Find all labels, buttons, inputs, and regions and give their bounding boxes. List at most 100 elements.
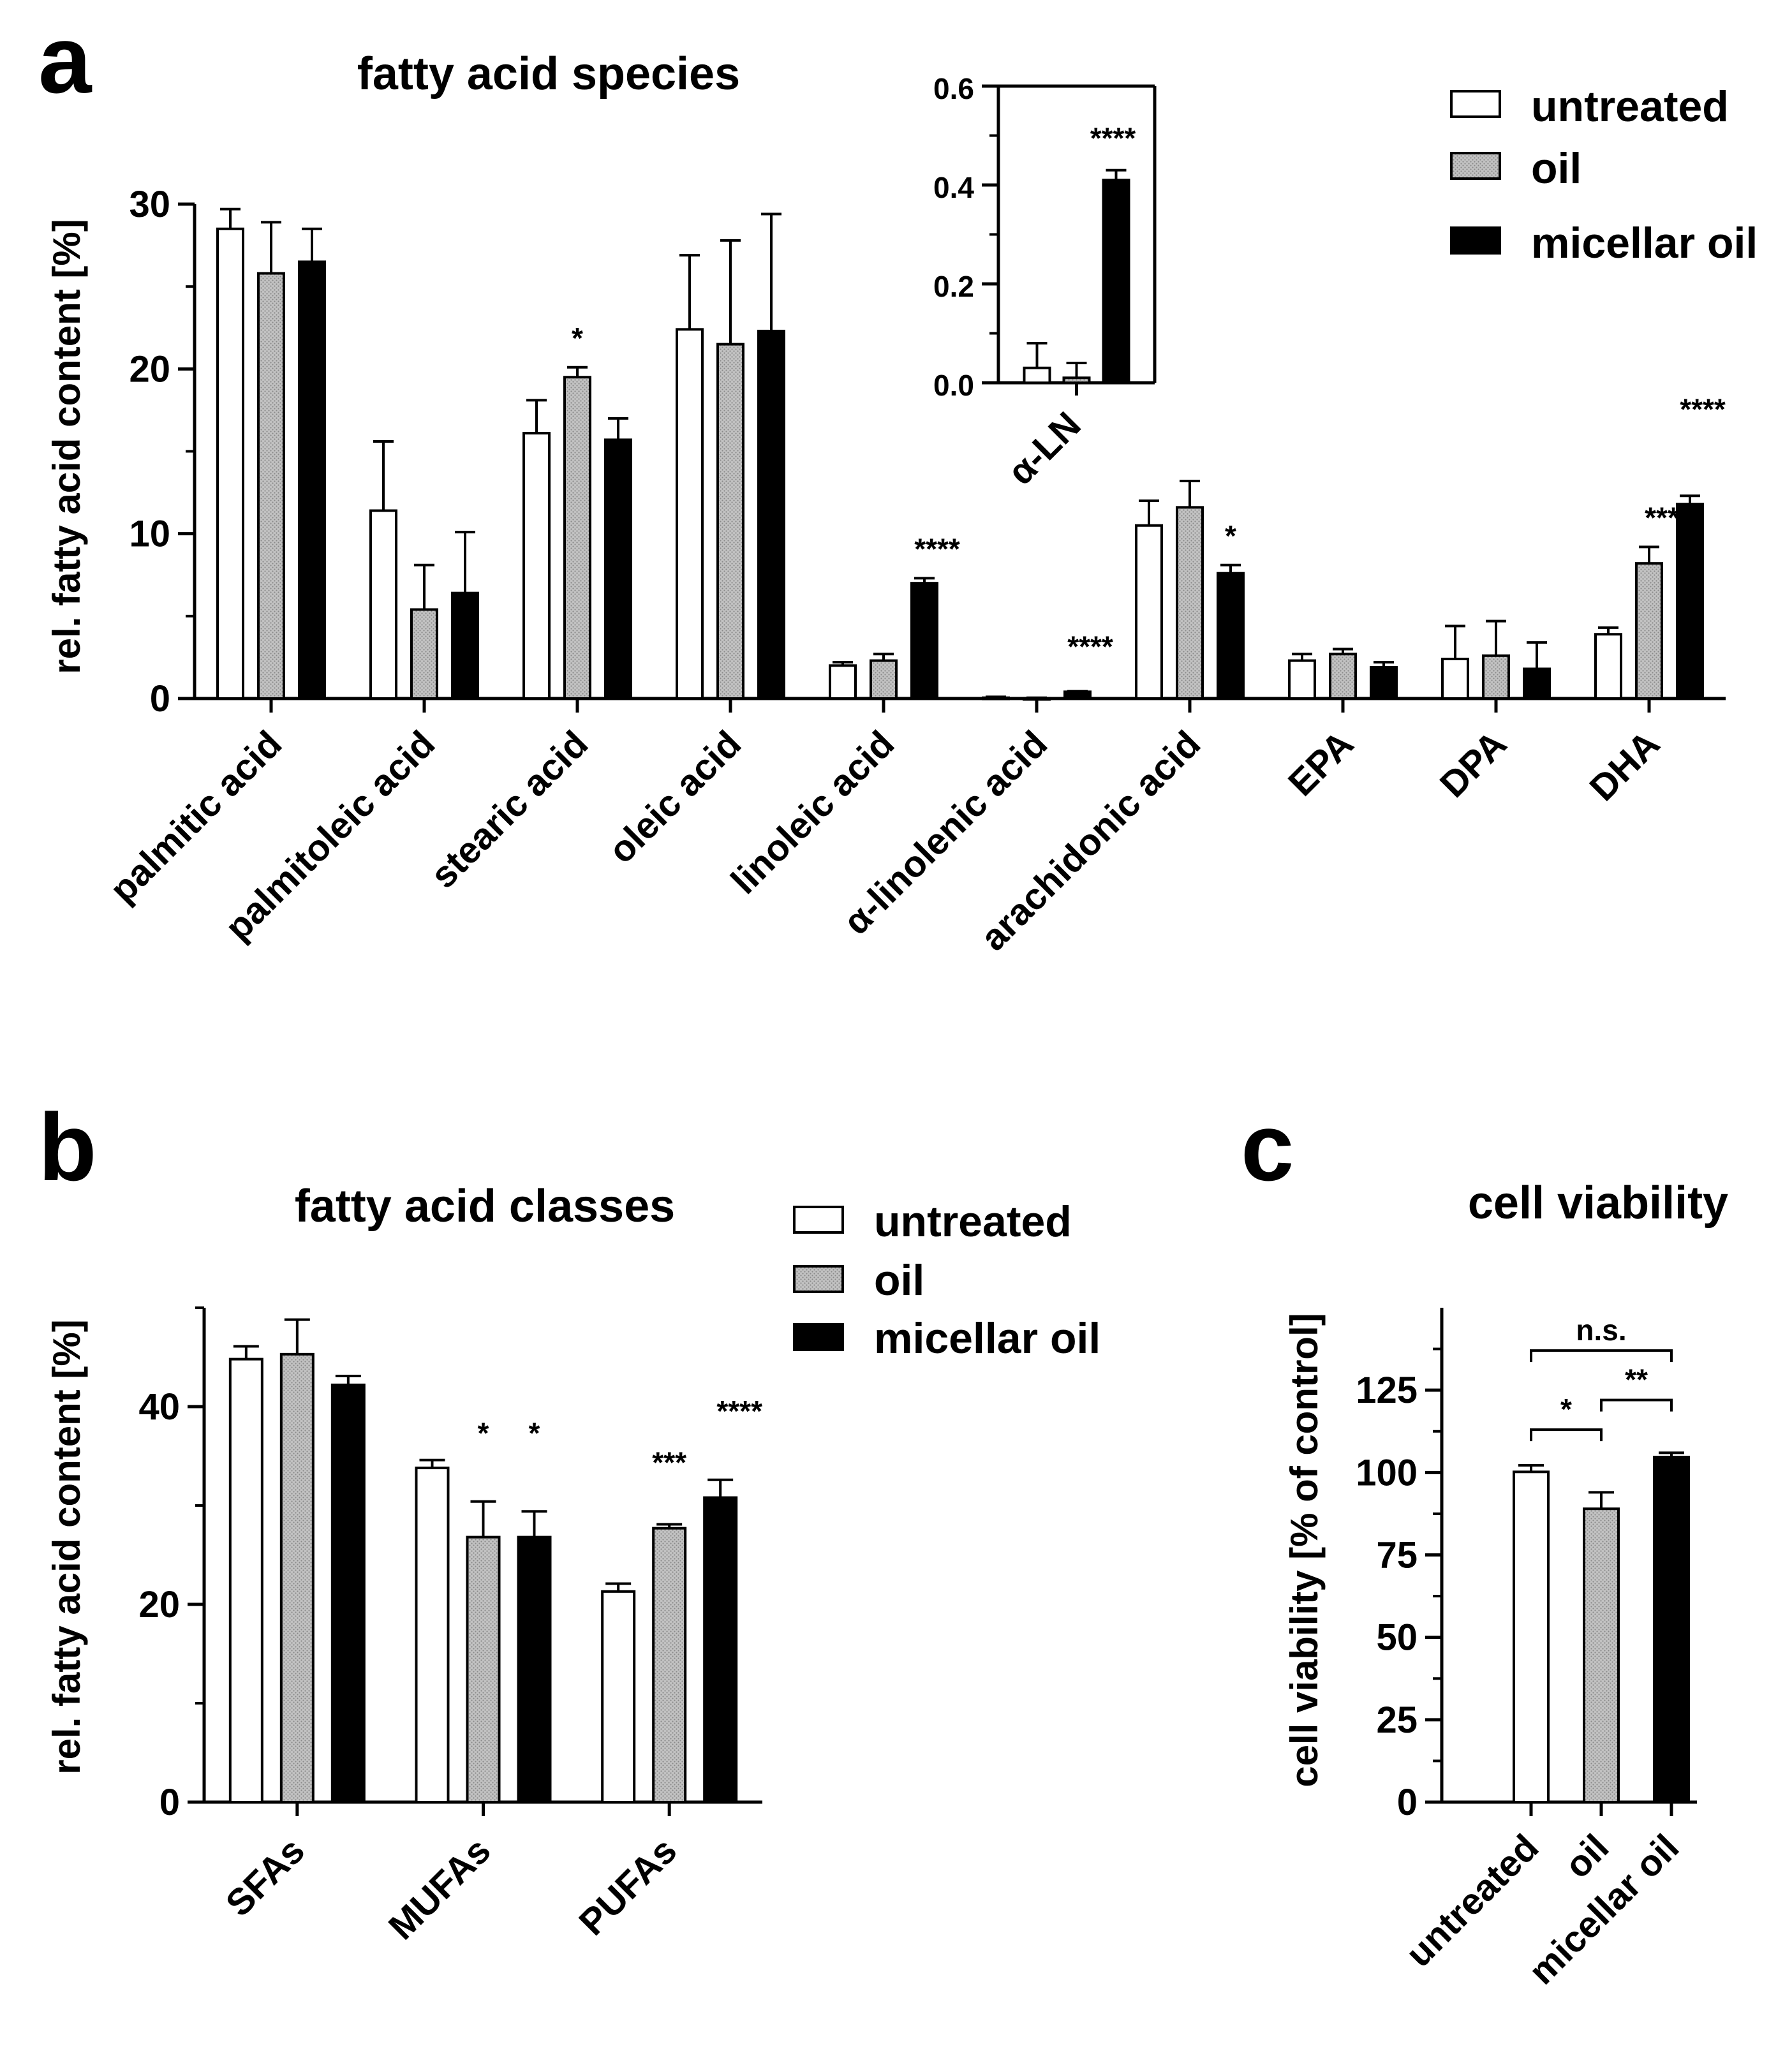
b-bar-untreated (601, 1590, 636, 1804)
a-bar-oil (563, 376, 591, 700)
inset-plot: 0.0 0.2 0.4 0.6 α-LN **** (933, 72, 1157, 493)
inset-y-tick-label: 0.4 (933, 171, 974, 204)
a-bar-oil (1482, 654, 1510, 700)
legend-b-swatch-micellar-oil (793, 1323, 844, 1351)
a-bar-micellar-oil (1217, 572, 1245, 700)
panel-b-title: fatty acid classes (295, 1181, 675, 1232)
a-bar-oil (1329, 653, 1357, 700)
a-bar-untreated (1288, 659, 1316, 700)
a-bar-micellar-oil (451, 591, 479, 700)
c-comparison-bracket (1600, 1398, 1673, 1412)
a-y-tick-label: 30 (129, 184, 170, 225)
legend-a-swatch-micellar-oil (1450, 226, 1501, 255)
b-bar-untreated (228, 1357, 263, 1804)
panel-c-y-axis-label: cell viability [% of control] (1283, 1313, 1326, 1787)
c-y-tick-label: 100 (1356, 1452, 1418, 1493)
c-y-tick-label: 75 (1376, 1535, 1418, 1576)
a-category-label-oleic-acid: oleic acid (600, 723, 749, 871)
panel-c: c cell viability cell viability [% of co… (1241, 1093, 1728, 1992)
panel-letter-a: a (38, 6, 93, 113)
panel-a: a fatty acid species rel. fatty acid con… (38, 6, 1726, 959)
panel-c-title: cell viability (1468, 1178, 1728, 1229)
legend-a-label-untreated: untreated (1531, 82, 1729, 131)
a-bar-oil (870, 659, 898, 700)
panel-b: b fatty acid classes rel. fatty acid con… (38, 1093, 762, 1948)
c-y-tick-label: 25 (1376, 1699, 1418, 1741)
a-bar-micellar-oil (604, 438, 632, 700)
c-comparison-bracket (1530, 1349, 1673, 1363)
a-y-tick-label: 20 (129, 348, 170, 390)
inset-significance-label: **** (1090, 122, 1136, 155)
b-bar-micellar-oil (517, 1535, 552, 1804)
c-bar-oil (1583, 1507, 1620, 1804)
a-bar-micellar-oil (1523, 667, 1551, 700)
b-y-tick-label: 40 (138, 1386, 180, 1428)
legend-b-swatch-untreated (793, 1206, 844, 1234)
legend-b: untreated oil micellar oil (793, 1197, 1100, 1363)
c-bracket-label: n.s. (1576, 1313, 1626, 1347)
legend-b-swatch-oil (793, 1265, 844, 1293)
a-bar-untreated (216, 227, 244, 700)
b-significance-label: * (529, 1416, 540, 1449)
c-bar-untreated (1513, 1470, 1550, 1804)
c-bar-micellar-oil (1653, 1456, 1690, 1804)
inset-y-tick-label: 0.2 (933, 270, 974, 303)
legend-a-swatch-oil (1450, 152, 1501, 180)
a-y-tick-label: 0 (150, 678, 170, 720)
a-bar-micellar-oil (298, 260, 326, 700)
a-bar-untreated (829, 664, 857, 700)
legend-a-label-micellar-oil: micellar oil (1531, 219, 1758, 267)
a-category-label-epa: EPA (1280, 723, 1361, 804)
a-significance-label: * (1225, 519, 1236, 552)
b-bar-untreated (415, 1467, 450, 1804)
b-significance-label: *** (652, 1446, 686, 1479)
panel-b-y-axis-label: rel. fatty acid content [%] (45, 1319, 88, 1774)
a-bar-oil (257, 272, 285, 700)
a-bar-micellar-oil (1063, 690, 1092, 700)
a-bar-oil (1176, 506, 1204, 700)
a-bar-oil (1023, 697, 1051, 701)
a-bar-untreated (1594, 633, 1622, 700)
c-y-tick-label: 50 (1376, 1617, 1418, 1659)
a-bar-untreated (676, 328, 704, 700)
a-bar-micellar-oil (1676, 503, 1704, 700)
a-significance-label: **** (1680, 392, 1726, 425)
a-bar-untreated (369, 509, 397, 700)
a-significance-label: **** (1067, 630, 1113, 663)
panel-a-title: fatty acid species (357, 48, 740, 100)
c-comparison-bracket (1530, 1428, 1603, 1442)
b-significance-label: **** (716, 1394, 762, 1428)
b-significance-label: * (478, 1416, 489, 1449)
inset-y-tick-label: 0.6 (933, 72, 974, 105)
legend-b-label-micellar-oil: micellar oil (874, 1314, 1100, 1363)
b-y-tick-label: 20 (138, 1584, 180, 1625)
a-bar-micellar-oil (757, 329, 785, 700)
a-significance-label: * (572, 322, 583, 355)
a-bar-micellar-oil (1370, 665, 1398, 700)
b-bar-oil (466, 1535, 501, 1804)
inset-y-tick-label: 0.0 (933, 369, 974, 402)
a-category-label-stearic-acid: stearic acid (423, 723, 596, 896)
c-category-label-untreated: untreated (1398, 1826, 1546, 1975)
legend-b-label-oil: oil (874, 1256, 924, 1305)
a-bar-untreated (522, 432, 551, 700)
c-y-tick-label: 0 (1397, 1782, 1418, 1823)
a-bar-untreated (982, 696, 1010, 700)
panel-a-inset: 0.0 0.2 0.4 0.6 α-LN **** (933, 72, 1157, 493)
b-category-label-mufas: MUFAs (381, 1830, 499, 1948)
a-significance-label: **** (914, 532, 960, 565)
a-y-tick-label: 10 (129, 514, 170, 555)
b-bar-oil (652, 1527, 687, 1803)
panel-letter-b: b (38, 1093, 97, 1201)
a-significance-label: *** (1645, 501, 1679, 534)
panel-letter-c: c (1241, 1093, 1294, 1201)
inset-bar-untreated (1023, 366, 1051, 384)
b-category-label-sfas: SFAs (218, 1830, 313, 1925)
b-bar-oil (279, 1352, 315, 1804)
a-category-label-dha: DHA (1581, 723, 1668, 809)
b-bar-micellar-oil (330, 1383, 366, 1803)
a-bar-untreated (1135, 524, 1163, 700)
